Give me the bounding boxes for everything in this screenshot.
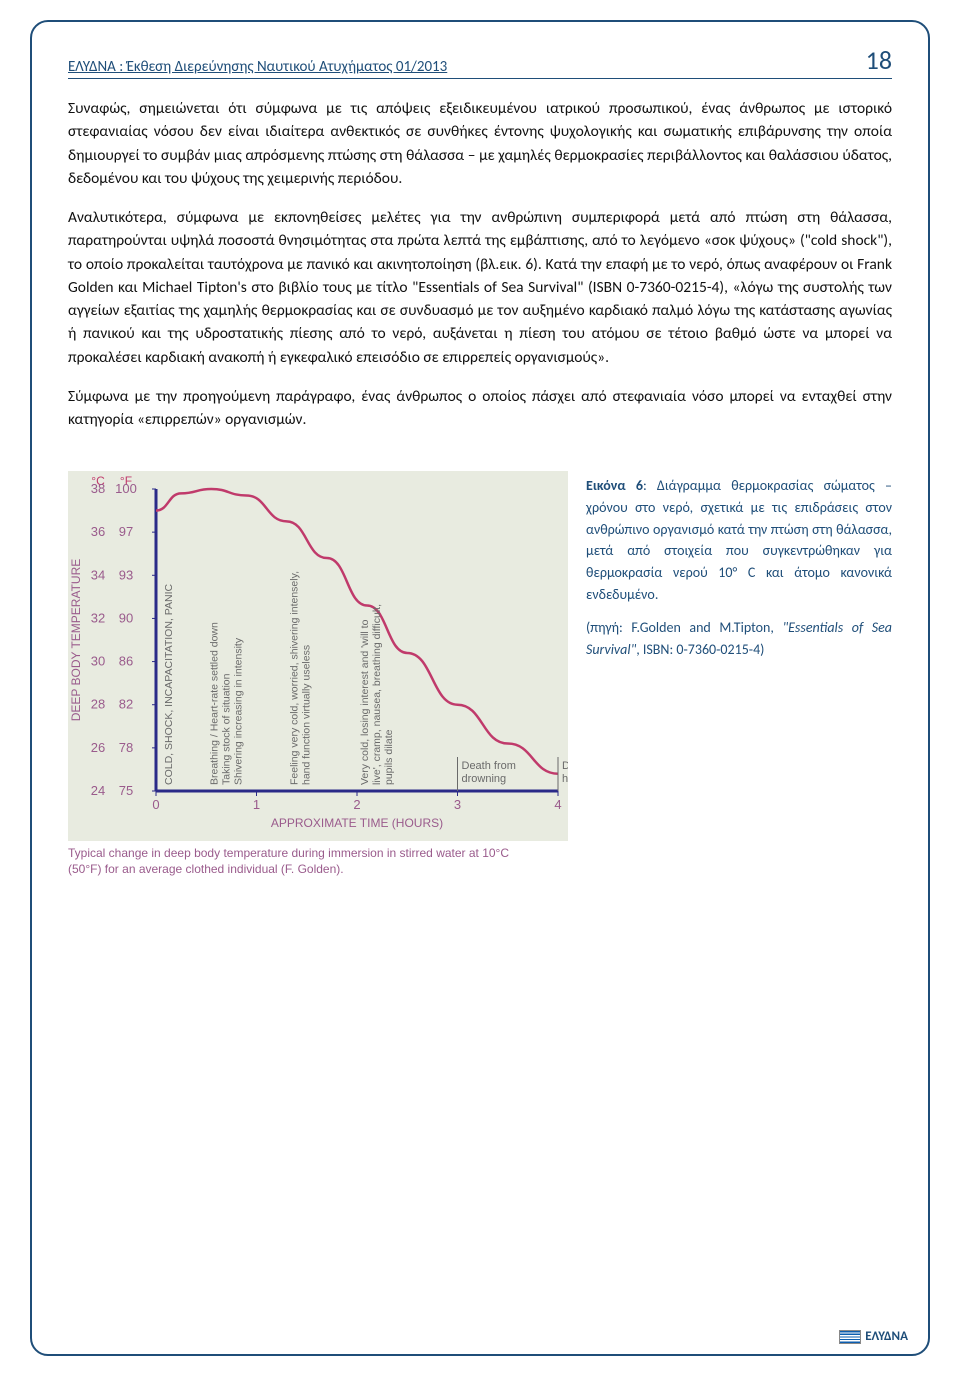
svg-text:90: 90 <box>119 611 133 626</box>
svg-text:live', cramp, nausea, breathin: live', cramp, nausea, breathing difficul… <box>371 604 383 785</box>
figure-text: : Διάγραμμα θερμοκρασίας σώματος – χρόνο… <box>586 477 892 602</box>
paragraph-3: Σύμφωνα με την προηγούμενη παράγραφο, έν… <box>68 385 892 432</box>
figure-source: (πηγή: F.Golden and M.Tipton, "Essential… <box>586 617 892 660</box>
paragraph-2: Αναλυτικότερα, σύμφωνα με εκπονηθείσες μ… <box>68 206 892 369</box>
paragraph-1: Συναφώς, σημειώνεται ότι σύμφωνα με τις … <box>68 97 892 190</box>
body-text: Συναφώς, σημειώνεται ότι σύμφωνα με τις … <box>68 97 892 431</box>
svg-text:26: 26 <box>91 740 105 755</box>
svg-text:100: 100 <box>115 481 137 496</box>
header-title: ΕΛΥΔΝΑ : Έκθεση Διερεύνησης Ναυτικού Ατυ… <box>68 58 866 76</box>
chart-bottom-caption: Typical change in deep body temperature … <box>68 845 528 877</box>
svg-text:APPROXIMATE TIME (HOURS): APPROXIMATE TIME (HOURS) <box>271 816 443 830</box>
page-number: 18 <box>866 44 892 76</box>
svg-text:2: 2 <box>353 797 360 812</box>
svg-text:28: 28 <box>91 697 105 712</box>
svg-text:93: 93 <box>119 568 133 583</box>
svg-text:36: 36 <box>91 524 105 539</box>
svg-text:hypothermia: hypothermia <box>562 773 568 785</box>
svg-text:75: 75 <box>119 783 133 798</box>
svg-text:DEEP BODY TEMPERATURE: DEEP BODY TEMPERATURE <box>69 559 83 722</box>
svg-text:38: 38 <box>91 481 105 496</box>
svg-text:1: 1 <box>253 797 260 812</box>
footer-logo: ΕΛΥΔΝΑ <box>839 1329 908 1344</box>
svg-text:78: 78 <box>119 740 133 755</box>
page-header: ΕΛΥΔΝΑ : Έκθεση Διερεύνησης Ναυτικού Ατυ… <box>68 44 892 79</box>
svg-text:30: 30 <box>91 654 105 669</box>
svg-text:Breathing / Heart-rate settled: Breathing / Heart-rate settled down <box>208 622 220 785</box>
body-temperature-chart: °C°F381003697349332903086288226782475012… <box>68 471 568 841</box>
svg-text:Very cold, losing interest and: Very cold, losing interest and 'will to <box>359 620 371 786</box>
chart-container: °C°F381003697349332903086288226782475012… <box>68 471 568 877</box>
svg-text:97: 97 <box>119 524 133 539</box>
svg-text:3: 3 <box>454 797 461 812</box>
figure-label: Εικόνα 6 <box>586 477 643 494</box>
svg-text:4: 4 <box>554 797 561 812</box>
svg-text:32: 32 <box>91 611 105 626</box>
figure-area: °C°F381003697349332903086288226782475012… <box>68 471 892 877</box>
svg-text:hand function virtually useles: hand function virtually useless <box>301 645 313 785</box>
svg-text:Death from: Death from <box>562 760 568 772</box>
svg-text:drowning: drowning <box>462 773 507 785</box>
svg-text:24: 24 <box>91 783 105 798</box>
footer-brand: ΕΛΥΔΝΑ <box>865 1329 908 1344</box>
svg-text:Feeling very cold, worried, sh: Feeling very cold, worried, shivering in… <box>289 571 301 785</box>
figure-caption: Εικόνα 6: Διάγραμμα θερμοκρασίας σώματος… <box>586 471 892 661</box>
page-frame: ΕΛΥΔΝΑ : Έκθεση Διερεύνησης Ναυτικού Ατυ… <box>30 20 930 1356</box>
svg-text:0: 0 <box>152 797 159 812</box>
svg-text:34: 34 <box>91 568 105 583</box>
svg-text:86: 86 <box>119 654 133 669</box>
svg-text:Shivering increasing in intens: Shivering increasing in intensity <box>232 637 244 785</box>
flag-icon <box>839 1330 861 1344</box>
svg-text:COLD, SHOCK, INCAPACITATION, P: COLD, SHOCK, INCAPACITATION, PANIC <box>163 584 175 785</box>
svg-text:pupils dilate: pupils dilate <box>383 730 395 786</box>
svg-text:Taking stock of situation: Taking stock of situation <box>220 674 232 786</box>
svg-text:82: 82 <box>119 697 133 712</box>
svg-text:Death from: Death from <box>462 760 516 772</box>
